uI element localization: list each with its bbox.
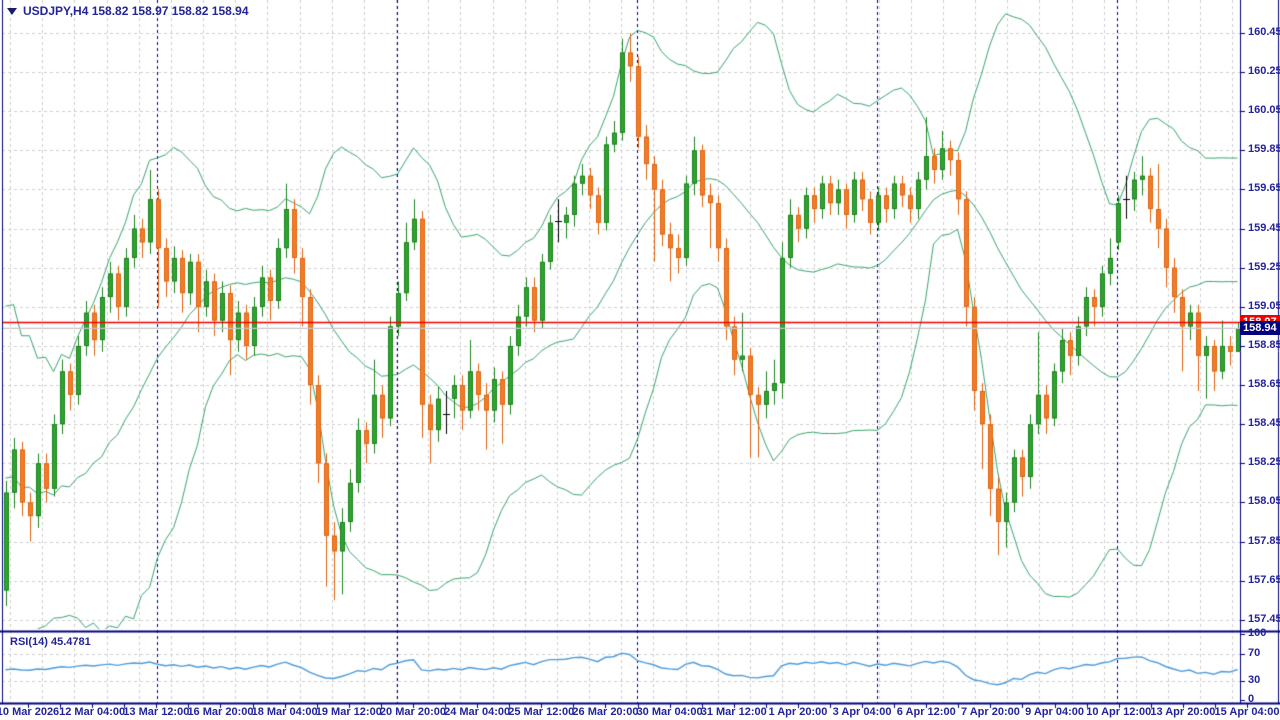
- rsi-axis-label: 70: [1248, 647, 1261, 660]
- time-axis-label: 13 Mar 12:00: [123, 706, 190, 718]
- time-axis-label: 12 Mar 04:00: [59, 706, 126, 718]
- price-axis-label: 159.85: [1248, 143, 1280, 156]
- time-axis-label: 7 Apr 20:00: [960, 706, 1020, 718]
- time-axis-label: 25 Mar 12:00: [508, 706, 575, 718]
- time-axis-label: 19 Mar 12:00: [315, 706, 382, 718]
- time-axis-label: 26 Mar 20:00: [572, 706, 639, 718]
- price-axis-label: 160.25: [1248, 65, 1280, 78]
- price-axis-label: 159.05: [1248, 299, 1280, 312]
- symbol-dropdown-icon[interactable]: [7, 7, 17, 15]
- time-axis-label: 30 Mar 04:00: [636, 706, 703, 718]
- time-axis-label: 18 Mar 04:00: [251, 706, 318, 718]
- time-axis-label: 9 Apr 04:00: [1025, 706, 1084, 718]
- symbol-ohlc-text: USDJPY,H4 158.82 158.97 158.82 158.94: [23, 4, 249, 18]
- rsi-axis-label: 0: [1248, 693, 1255, 705]
- time-axis-label: 1 Apr 20:00: [768, 706, 828, 718]
- time-axis-label: 10 Apr 12:00: [1086, 706, 1152, 718]
- rsi-indicator-label: RSI(14) 45.4781: [10, 636, 91, 648]
- price-axis-label: 159.25: [1248, 260, 1280, 273]
- bid-price-box: 158.94: [1240, 321, 1280, 336]
- price-axis-label: 157.45: [1248, 612, 1280, 625]
- time-axis-label: 20 Mar 20:00: [379, 706, 446, 718]
- price-axis[interactable]: 160.45 160.25 160.05 159.85 159.65 159.45 159.…: [1240, 0, 1280, 703]
- time-axis-label: 24 Mar 04:00: [444, 706, 511, 718]
- time-axis-label: 15 Apr 04:00: [1214, 706, 1280, 718]
- price-axis-label: 159.45: [1248, 221, 1280, 234]
- ohlc-title-bar: USDJPY,H4 158.82 158.97 158.82 158.94: [7, 4, 249, 18]
- price-axis-label: 158.65: [1248, 378, 1280, 391]
- time-axis-label: 13 Apr 20:00: [1150, 706, 1216, 718]
- price-axis-label: 158.25: [1248, 456, 1280, 469]
- time-axis[interactable]: 10 Mar 2026 12 Mar 04:00 13 Mar 12:00 16 Ma…: [0, 704, 1280, 720]
- time-axis-label: 6 Apr 12:00: [896, 706, 956, 718]
- price-axis-label: 158.85: [1248, 338, 1280, 351]
- price-axis-label: 158.45: [1248, 417, 1280, 430]
- price-axis-label: 159.65: [1248, 182, 1280, 195]
- price-axis-label: 158.05: [1248, 495, 1280, 508]
- time-axis-label: 16 Mar 20:00: [187, 706, 254, 718]
- price-axis-label: 160.45: [1248, 26, 1280, 38]
- time-axis-label: 10 Mar 2026: [0, 706, 60, 718]
- price-axis-label: 157.65: [1248, 573, 1280, 586]
- rsi-axis-label: 30: [1248, 673, 1261, 686]
- time-axis-label: 3 Apr 04:00: [832, 706, 892, 718]
- time-axis-label: 31 Mar 12:00: [700, 706, 767, 718]
- rsi-axis-label: 100: [1248, 627, 1267, 639]
- price-axis-label: 160.05: [1248, 104, 1280, 117]
- price-axis-label: 157.85: [1248, 534, 1280, 547]
